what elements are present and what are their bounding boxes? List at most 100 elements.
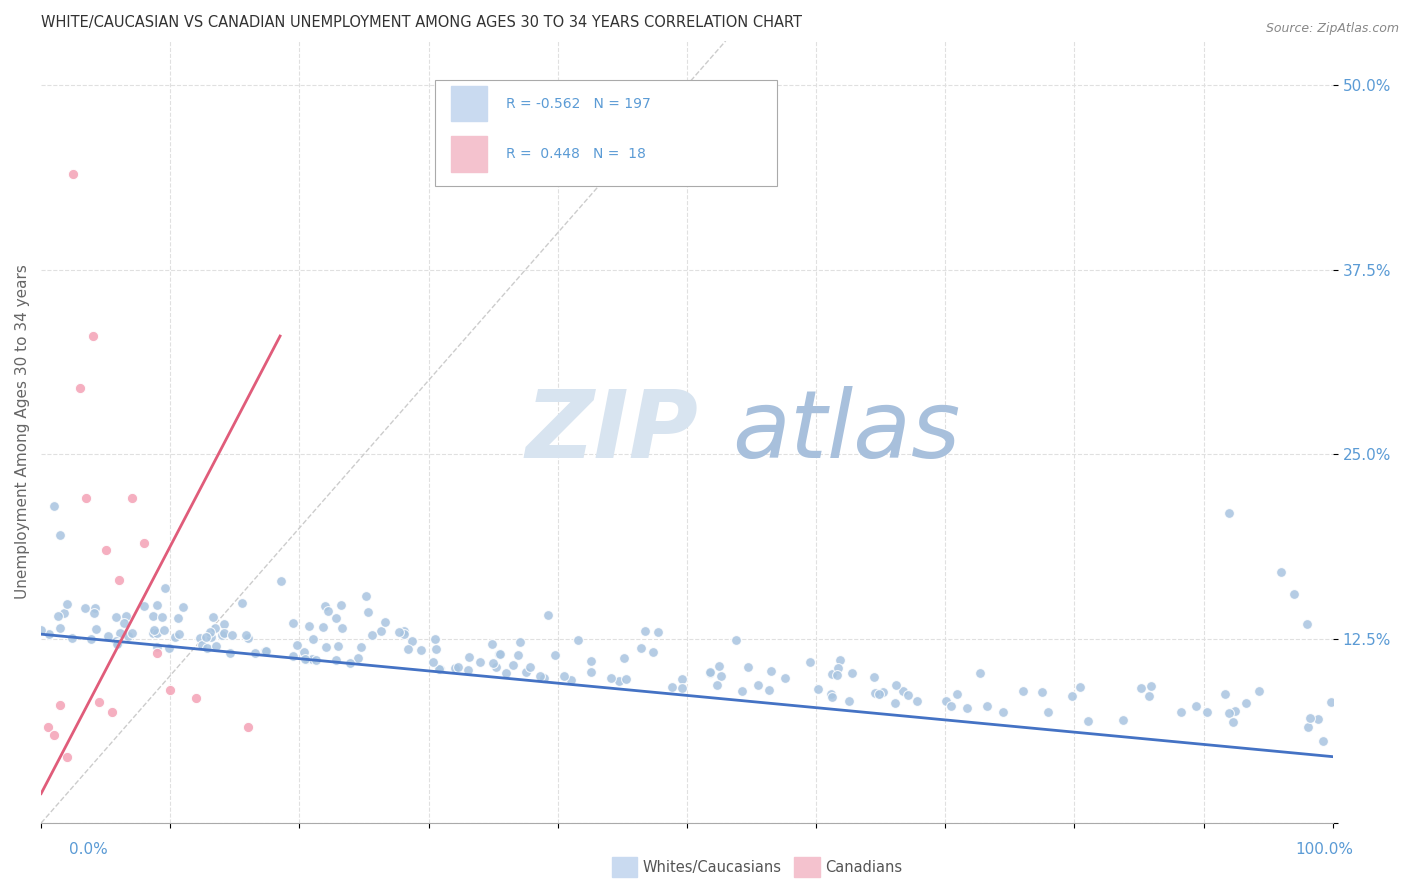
Point — [825, 668, 848, 682]
Point — [105, 634, 128, 648]
Point — [827, 661, 849, 675]
Point — [1299, 711, 1322, 725]
Point — [212, 617, 235, 632]
Point — [357, 605, 380, 619]
Point — [314, 599, 336, 614]
Point — [305, 653, 328, 667]
Point — [1218, 706, 1240, 720]
Point — [862, 670, 884, 684]
Point — [360, 628, 382, 642]
Point — [110, 626, 132, 640]
Point — [37, 720, 59, 734]
Point — [969, 666, 991, 681]
Point — [330, 598, 353, 612]
Text: Source: ZipAtlas.com: Source: ZipAtlas.com — [1265, 22, 1399, 36]
Point — [105, 637, 128, 651]
Point — [489, 647, 512, 661]
Point — [330, 621, 353, 635]
Point — [350, 640, 373, 655]
Point — [38, 627, 60, 641]
Point — [425, 641, 447, 656]
Point — [101, 706, 124, 720]
Point — [1036, 705, 1059, 719]
Point — [325, 610, 347, 624]
Point — [167, 610, 190, 624]
Text: R = -0.562   N = 197: R = -0.562 N = 197 — [506, 97, 651, 111]
Point — [292, 645, 315, 659]
Point — [747, 678, 769, 692]
Point — [1312, 733, 1334, 747]
Point — [167, 627, 190, 641]
Point — [447, 660, 470, 674]
Point — [1282, 587, 1305, 601]
Point — [821, 690, 844, 704]
Point — [1060, 690, 1083, 704]
Point — [295, 651, 318, 665]
Point — [316, 604, 339, 618]
Point — [121, 626, 143, 640]
Point — [163, 630, 186, 644]
Point — [142, 626, 165, 640]
Point — [884, 678, 907, 692]
Point — [155, 581, 177, 595]
Point — [515, 665, 537, 679]
Point — [481, 637, 503, 651]
Point — [211, 628, 233, 642]
Point — [354, 589, 377, 603]
Bar — [450, 136, 486, 171]
Point — [502, 657, 524, 672]
Point — [112, 616, 135, 631]
Point — [710, 669, 733, 683]
Point — [134, 535, 156, 549]
Point — [84, 601, 107, 615]
Point — [1112, 713, 1135, 727]
Point — [219, 646, 242, 660]
Point — [1077, 714, 1099, 729]
Point — [49, 698, 72, 712]
Point — [509, 635, 531, 649]
Point — [707, 658, 730, 673]
Point — [429, 662, 451, 676]
Point — [1184, 698, 1206, 713]
Point — [897, 688, 920, 702]
Point — [80, 632, 103, 647]
Point — [312, 620, 335, 634]
Point — [641, 645, 664, 659]
Text: ZIP: ZIP — [526, 386, 699, 478]
Point — [671, 681, 693, 695]
Point — [62, 167, 84, 181]
Text: Whites/Caucasians: Whites/Caucasians — [643, 860, 782, 874]
Point — [1130, 681, 1153, 695]
Point — [153, 623, 176, 637]
Point — [905, 694, 928, 708]
Point — [976, 698, 998, 713]
Point — [188, 632, 211, 646]
Point — [370, 624, 392, 638]
Point — [529, 669, 551, 683]
Point — [458, 649, 481, 664]
Point — [485, 659, 508, 673]
Point — [243, 646, 266, 660]
Point — [301, 651, 323, 665]
Point — [104, 609, 127, 624]
Point — [60, 631, 83, 645]
Point — [231, 595, 253, 609]
Point — [132, 599, 155, 613]
Point — [1296, 616, 1319, 631]
Point — [146, 646, 169, 660]
Point — [254, 644, 277, 658]
Point — [388, 624, 411, 639]
Point — [83, 607, 105, 621]
Point — [1249, 683, 1271, 698]
Point — [1222, 714, 1244, 729]
Point — [820, 687, 842, 701]
Point — [69, 381, 91, 395]
Point — [543, 648, 565, 663]
Point — [468, 655, 491, 669]
Point — [150, 610, 173, 624]
Point — [600, 671, 623, 685]
Point — [200, 624, 222, 639]
Point — [121, 491, 143, 506]
Point — [567, 632, 589, 647]
Point — [94, 543, 117, 558]
